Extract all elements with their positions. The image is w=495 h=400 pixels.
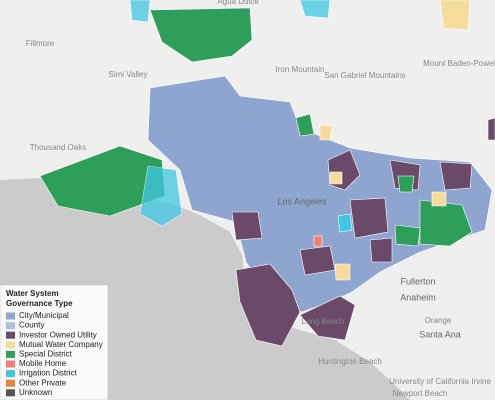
- place-label: University of California Irvine: [389, 377, 491, 386]
- legend-label: Other Private: [19, 378, 67, 387]
- region: [439, 0, 471, 31]
- region: [313, 235, 323, 247]
- legend-label: Mobile Home: [19, 359, 67, 368]
- region: [295, 113, 315, 137]
- region: [394, 224, 421, 247]
- place-label: Long Beach: [302, 317, 345, 326]
- legend-label: Investor Owned Utility: [19, 330, 97, 339]
- legend-title: Governance Type: [6, 299, 73, 308]
- region: [299, 295, 356, 341]
- legend-box: [0, 284, 109, 400]
- legend-label: Unknown: [19, 388, 52, 397]
- place-labels: Fillmore Simi Valley Thousand Oaks Los Ange…: [26, 0, 495, 398]
- legend-swatch: [6, 379, 15, 387]
- place-label: Thousand Oaks: [30, 143, 86, 152]
- legend-swatch: [6, 322, 15, 330]
- legend-label: County: [19, 321, 44, 330]
- legend-label: Special District: [19, 350, 73, 359]
- legend: Water System Governance Type City/Munici…: [0, 284, 109, 400]
- legend-swatch: [6, 360, 15, 368]
- place-label: Orange: [425, 316, 452, 325]
- place-label: Fullerton: [400, 276, 435, 286]
- legend-swatch: [6, 312, 15, 320]
- place-label: Santa Ana: [419, 329, 461, 339]
- place-label: Iron Mountain: [276, 65, 325, 74]
- place-label: Mount Baden-Powell: [423, 59, 495, 68]
- legend-swatch: [6, 331, 15, 339]
- region: [319, 124, 333, 141]
- place-label: Huntington Beach: [318, 357, 382, 366]
- region: [369, 237, 393, 263]
- legend-label: Mutual Water Company: [19, 340, 103, 349]
- region: [431, 191, 447, 207]
- place-label: Simi Valley: [109, 70, 148, 79]
- legend-swatch: [6, 350, 15, 358]
- region: [235, 263, 301, 347]
- region: [147, 75, 493, 313]
- region: [129, 0, 151, 23]
- region: [337, 213, 353, 233]
- place-label: Anaheim: [400, 292, 436, 302]
- legend-title: Water System: [6, 289, 59, 298]
- region: [439, 161, 473, 191]
- region: [299, 0, 331, 19]
- region: [329, 171, 343, 185]
- place-label: San Gabriel Mountains: [324, 71, 405, 80]
- place-label: Agua Dulce: [217, 0, 259, 6]
- region: [349, 197, 389, 239]
- region: [149, 7, 253, 63]
- legend-label: City/Municipal: [19, 311, 69, 320]
- region: [419, 199, 473, 247]
- place-label: Newport Beach: [393, 389, 448, 398]
- place-label: Fillmore: [26, 39, 55, 48]
- regions: [39, 0, 495, 347]
- place-label: Los Angeles: [277, 196, 327, 206]
- legend-swatch: [6, 370, 15, 378]
- region: [139, 165, 183, 227]
- region: [299, 245, 336, 276]
- legend-swatch: [6, 341, 15, 349]
- region: [397, 175, 415, 193]
- region: [487, 117, 495, 141]
- region: [334, 263, 351, 281]
- legend-swatch: [6, 389, 15, 397]
- region: [231, 211, 263, 241]
- legend-label: Irrigation District: [19, 369, 78, 378]
